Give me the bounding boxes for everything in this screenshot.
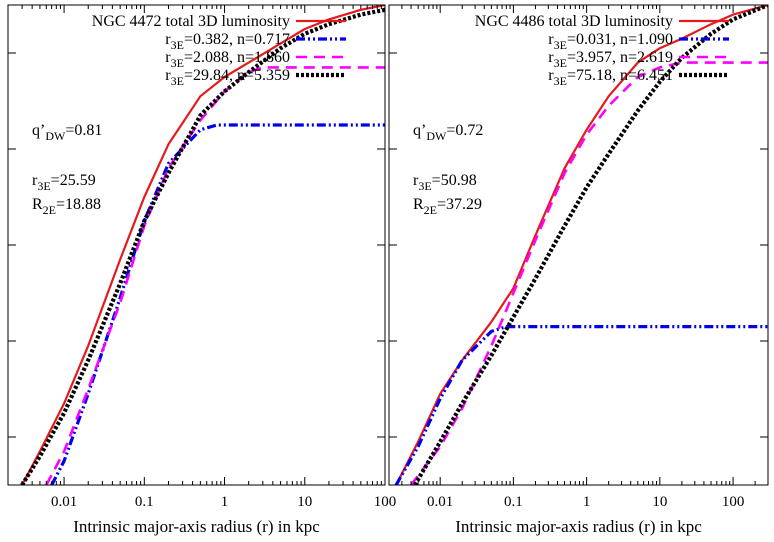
annotation-q-dw: q’DW=0.72 — [413, 122, 483, 143]
legend-label-4: r3E=75.18, n=6.451 — [548, 67, 673, 88]
y-axis — [8, 52, 385, 438]
legend-label-2: r3E=0.031, n=1.090 — [548, 31, 673, 52]
x-tick-label: 0.1 — [135, 494, 154, 510]
annotation-r3e: r3E=50.98 — [413, 172, 477, 193]
annotation-r2e: R2E=18.88 — [32, 196, 101, 217]
panel-2: 0.01 0.1 1 10 100 Intrinsic major-axis radius… — [388, 4, 769, 536]
series-line-2 — [50, 123, 385, 485]
annotation-r2e: R2E=37.29 — [413, 196, 482, 217]
legend-label-2: r3E=0.382, n=0.717 — [165, 31, 290, 52]
x-tick-label: 0.1 — [504, 494, 523, 510]
series-line-3 — [409, 61, 768, 485]
x-axis-label: Intrinsic major-axis radius (r) in kpc — [73, 517, 320, 536]
series-line-1 — [21, 5, 385, 485]
series-line-2 — [394, 325, 768, 485]
series-group — [20, 5, 385, 485]
x-tick-label: 1 — [221, 494, 229, 510]
annotations: q’DW=0.72 r3E=50.98 R2E=37.29 — [413, 122, 483, 217]
x-axis: 0.01 0.1 1 10 100 — [388, 5, 769, 510]
series-group — [394, 5, 768, 485]
x-tick-label: 100 — [374, 494, 397, 510]
series-line-3 — [45, 66, 385, 485]
legend-label-1: NGC 4472 total 3D luminosity — [92, 13, 290, 30]
x-tick-label: 0.01 — [427, 494, 453, 510]
legend-label-1: NGC 4486 total 3D luminosity — [475, 13, 673, 30]
x-tick-label: 0.01 — [51, 494, 77, 510]
x-tick-label: 10 — [297, 494, 312, 510]
legend-label-3: r3E=3.957, n=2.619 — [548, 49, 673, 70]
y-axis — [389, 52, 768, 438]
panel-1: 0.01 0.1 1 10 100 Intrinsic major-axis radius… — [7, 4, 397, 536]
series-line-1 — [395, 5, 768, 485]
x-tick-label: 10 — [652, 494, 667, 510]
legend-label-4: r3E=29.84, n=5.359 — [165, 67, 290, 88]
legend-label-3: r3E=2.088, n=1.860 — [165, 49, 290, 70]
x-tick-label: 100 — [722, 494, 745, 510]
annotations: q’DW=0.81 r3E=25.59 R2E=18.88 — [32, 122, 102, 217]
x-axis: 0.01 0.1 1 10 100 — [7, 5, 397, 510]
x-axis-label: Intrinsic major-axis radius (r) in kpc — [455, 517, 702, 536]
annotation-q-dw: q’DW=0.81 — [32, 122, 102, 143]
annotation-r3e: r3E=25.59 — [32, 172, 96, 193]
x-tick-label: 1 — [583, 494, 591, 510]
series-line-4 — [20, 7, 385, 485]
